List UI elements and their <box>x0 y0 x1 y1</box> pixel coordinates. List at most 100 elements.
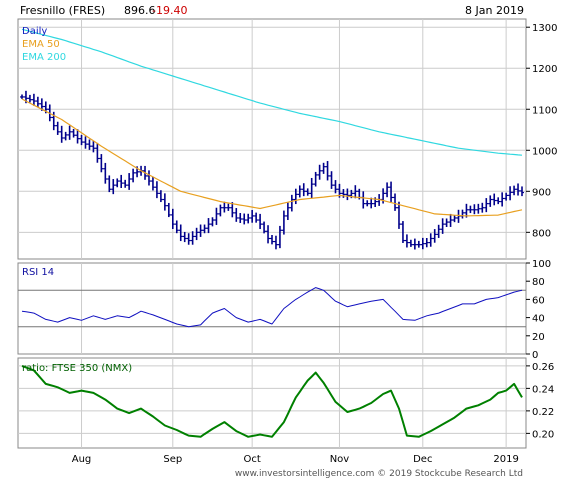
price-bar <box>313 171 318 187</box>
price-bar <box>365 200 370 207</box>
price-bar <box>448 213 453 227</box>
price-bar <box>250 210 255 223</box>
price-bar <box>436 224 441 238</box>
price-bar <box>258 213 263 230</box>
price-bar <box>480 202 485 213</box>
price-bar <box>71 128 76 138</box>
price-bar <box>476 203 481 214</box>
price-bar <box>111 179 116 195</box>
price-bar <box>393 193 398 211</box>
price-bar <box>484 198 489 213</box>
ratio-title: ratio: FTSE 350 (NMX) <box>22 363 132 374</box>
price-bar <box>273 235 278 250</box>
price-bar <box>107 175 112 193</box>
price-bar <box>182 231 187 243</box>
rsi-panel <box>17 262 527 355</box>
price-tick-label: 800 <box>532 228 551 239</box>
price-bar <box>424 238 429 248</box>
price-bar <box>174 220 179 234</box>
price-bar <box>87 139 92 150</box>
price-bar <box>115 178 120 188</box>
price-bar <box>27 94 32 103</box>
price-bar <box>317 164 322 180</box>
price-bar <box>496 197 501 205</box>
price-bar <box>289 194 294 212</box>
price-bar <box>103 162 108 184</box>
price-bar <box>408 239 413 247</box>
price-bar <box>63 131 68 141</box>
price-bar <box>262 221 267 234</box>
price-bar <box>508 186 513 201</box>
price-bar <box>428 233 433 247</box>
price-bar <box>329 171 334 189</box>
price-tick-label: 1000 <box>532 146 557 157</box>
rsi-tick-label: 40 <box>532 314 545 325</box>
price-bar <box>389 181 394 202</box>
price-bar <box>492 193 497 206</box>
price-bar <box>400 221 405 243</box>
price-bar <box>83 136 88 149</box>
price-bar <box>242 213 247 225</box>
price-bar <box>468 205 473 214</box>
ratio-tick-label: 0.24 <box>532 384 554 395</box>
price-bar <box>285 202 290 221</box>
x-tick-label: Aug <box>72 454 92 465</box>
price-bar <box>20 94 24 99</box>
price-tick-label: 1300 <box>532 23 557 34</box>
price-bar <box>226 203 231 211</box>
legend-ema200: EMA 200 <box>22 52 66 63</box>
price-bar <box>281 210 286 235</box>
price-bar <box>186 233 191 245</box>
price-bar <box>170 208 175 229</box>
price-bar <box>95 142 100 163</box>
price-bar <box>440 218 445 234</box>
rsi-line <box>21 287 523 328</box>
price-bar <box>31 93 36 106</box>
price-bar <box>404 234 409 248</box>
price-bar <box>369 197 374 209</box>
price-bar <box>520 186 524 197</box>
price-bar <box>385 182 390 198</box>
price-bar <box>270 234 274 245</box>
ratio-tick-label: 0.20 <box>532 429 554 440</box>
rsi-title: RSI 14 <box>22 267 54 278</box>
price-tick-label: 1100 <box>532 105 557 116</box>
rsi-tick-label: 20 <box>532 332 545 343</box>
price-bar <box>321 162 326 174</box>
x-tick-label: 2019 <box>493 454 518 465</box>
footer-credit: www.investorsintelligence.com © 2019 Sto… <box>235 469 523 479</box>
x-tick-label: Dec <box>413 454 432 465</box>
rsi-series <box>21 287 523 328</box>
price-bar <box>238 213 243 223</box>
price-bar <box>325 161 330 181</box>
rsi-tick-label: 100 <box>532 259 551 270</box>
price-tick-label: 900 <box>532 187 551 198</box>
ratio-series <box>21 364 523 438</box>
x-tick-label: Oct <box>244 454 261 465</box>
price-bar <box>154 181 159 199</box>
price-bar <box>214 207 219 225</box>
price-bar <box>230 202 235 218</box>
price-bar <box>416 240 421 248</box>
price-bar <box>444 218 449 228</box>
price-tick-label: 1200 <box>532 64 557 75</box>
price-bar <box>472 204 477 215</box>
price-bar <box>420 237 425 250</box>
price-bar <box>452 215 457 223</box>
price-bar <box>309 177 314 199</box>
price-bar <box>246 213 251 224</box>
legend-ema50: EMA 50 <box>22 39 60 50</box>
price-bar <box>218 204 223 217</box>
price-bar <box>146 170 151 186</box>
price-bar <box>99 154 104 173</box>
rsi-tick-label: 0 <box>532 350 538 361</box>
price-bar <box>333 180 338 194</box>
price-bar <box>512 185 517 196</box>
price-bar <box>277 225 282 249</box>
price-bar <box>198 224 203 237</box>
last-price: 896.6 <box>124 4 156 17</box>
price-bar <box>504 192 509 201</box>
chart-date: 8 Jan 2019 <box>465 4 524 17</box>
